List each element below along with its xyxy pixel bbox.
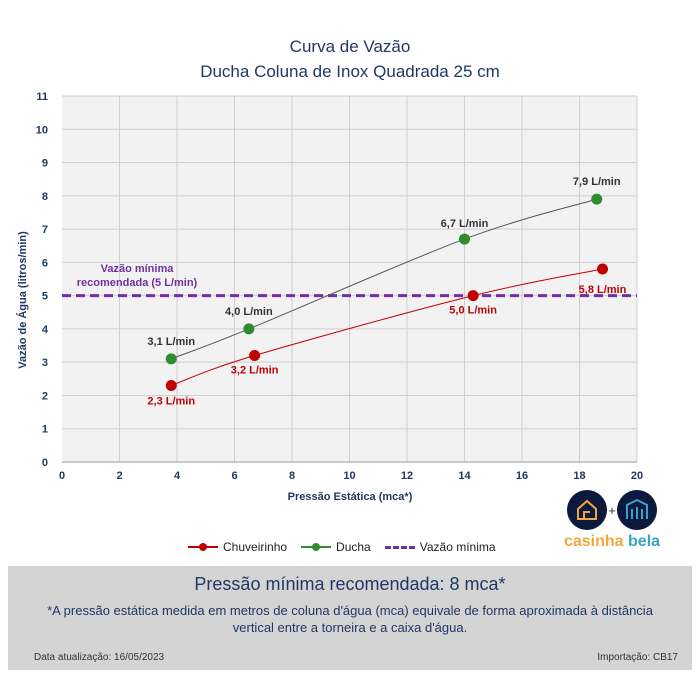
- x-tick-label: 20: [631, 470, 643, 482]
- legend-line-chuveirinho: [188, 543, 218, 551]
- data-point-ducha: [459, 233, 470, 245]
- y-axis-label: Vazão de Água (litros/min): [16, 231, 29, 369]
- x-axis-label: Pressão Estática (mca*): [288, 491, 413, 503]
- house-icon: [567, 490, 608, 530]
- logo-plus: +: [608, 502, 616, 518]
- data-label-chuveirinho: 2,3 L/min: [147, 395, 195, 407]
- y-tick-label: 4: [42, 324, 49, 336]
- data-point-chuveirinho: [249, 350, 261, 362]
- data-label-ducha: 4,0 L/min: [225, 306, 273, 318]
- y-tick-label: 3: [42, 357, 48, 369]
- data-point-chuveirinho: [165, 379, 177, 391]
- legend-item-ducha: Ducha: [301, 540, 371, 554]
- data-point-ducha: [243, 323, 255, 335]
- x-tick-label: 12: [401, 470, 413, 482]
- x-tick-label: 14: [458, 470, 471, 482]
- legend-line-ducha: [301, 543, 332, 551]
- y-tick-label: 5: [42, 291, 48, 303]
- legend-item-vazao-minima: Vazão mínima: [384, 540, 496, 554]
- y-tick-label: 10: [36, 124, 48, 136]
- data-label-ducha: 7,9 L/min: [573, 176, 621, 188]
- legend-dash-vazao-minima: [384, 545, 415, 549]
- chart-subtitle: Ducha Coluna de Inox Quadrada 25 cm: [200, 62, 500, 81]
- y-tick-label: 2: [42, 390, 48, 402]
- x-tick-label: 0: [59, 470, 65, 482]
- chart-title: Curva de Vazão: [289, 37, 411, 56]
- y-tick-label: 7: [42, 224, 48, 236]
- chart-legend: Chuveirinho Ducha Vazão mínima: [188, 540, 510, 554]
- data-point-chuveirinho: [597, 263, 608, 275]
- x-tick-label: 18: [573, 470, 585, 482]
- y-tick-label: 6: [42, 257, 48, 269]
- legend-label-chuveirinho: Chuveirinho: [223, 540, 288, 554]
- legend-marker-chuveirinho: [199, 543, 207, 551]
- data-point-ducha: [591, 193, 603, 205]
- update-date: Data atualização: 16/05/2023: [34, 652, 165, 663]
- footer-panel: Pressão mínima recomendada: 8 mca* *A pr…: [8, 566, 692, 670]
- y-tick-label: 9: [42, 158, 48, 170]
- x-tick-label: 2: [116, 470, 122, 482]
- building-icon: [616, 490, 657, 530]
- casinha-bela-logo: + casinha bela: [556, 490, 668, 562]
- legend-label-ducha: Ducha: [336, 540, 371, 554]
- data-label-chuveirinho: 3,2 L/min: [231, 365, 279, 377]
- footer-title: Pressão mínima recomendada: 8 mca*: [194, 574, 506, 594]
- footer-note: *A pressão estática medida em metros de …: [47, 603, 653, 635]
- y-tick-label: 8: [42, 191, 48, 203]
- x-tick-label: 8: [289, 470, 295, 482]
- x-tick-label: 16: [516, 470, 528, 482]
- logo-wordmark: casinha bela: [563, 533, 661, 550]
- reference-annotation-line2: recomendada (5 L/min): [77, 277, 198, 289]
- y-tick-label: 1: [42, 424, 48, 436]
- data-label-ducha: 6,7 L/min: [441, 218, 489, 230]
- x-tick-label: 10: [343, 470, 355, 482]
- data-point-ducha: [165, 353, 177, 365]
- legend-marker-ducha: [312, 543, 321, 551]
- series-line-ducha: [171, 198, 597, 360]
- y-tick-label: 0: [42, 457, 48, 469]
- data-label-ducha: 3,1 L/min: [147, 336, 195, 348]
- reference-annotation-line1: Vazão mínima: [101, 263, 175, 275]
- series-line-chuveirinho: [171, 268, 603, 386]
- x-tick-label: 4: [174, 470, 181, 482]
- x-tick-label: 6: [231, 470, 237, 482]
- y-tick-label: 11: [36, 91, 48, 103]
- import-code: Importação: CB17: [597, 652, 678, 663]
- legend-item-chuveirinho: Chuveirinho: [188, 540, 287, 554]
- data-point-chuveirinho: [467, 290, 479, 302]
- legend-label-vazao-minima: Vazão mínima: [419, 540, 496, 554]
- data-label-chuveirinho: 5,0 L/min: [449, 305, 497, 317]
- data-label-chuveirinho: 5,8 L/min: [579, 284, 627, 296]
